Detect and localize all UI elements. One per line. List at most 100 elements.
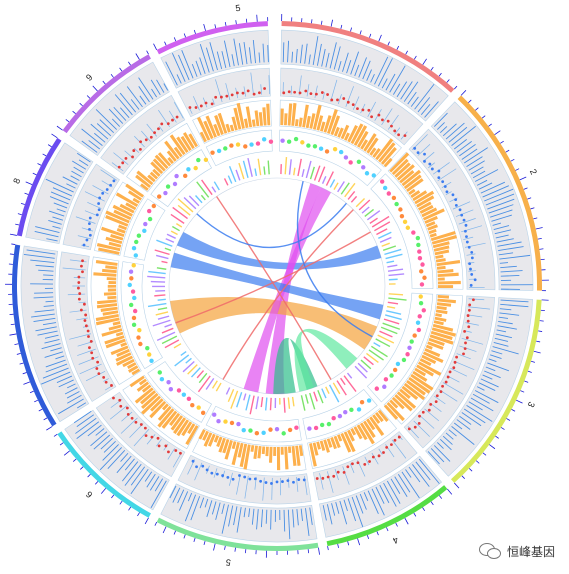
histogram-bar [351,496,364,528]
bar-mark [125,183,144,198]
bar-mark [108,280,117,285]
histogram-bar [463,408,486,424]
bar-mark [309,113,316,129]
bar-mark [320,121,326,132]
histogram-bar [87,424,102,437]
tile-mark [147,275,166,279]
dot-mark [186,396,192,401]
scatter-point [84,324,88,328]
tick-mark [47,144,52,148]
scatter-point [371,455,375,459]
scatter-point [79,308,83,312]
tile-mark [161,260,168,264]
bar-mark [316,441,321,450]
histogram-bar [327,471,334,493]
dot-mark [151,203,157,209]
scatter-point [287,90,291,94]
histogram-bar [407,91,417,105]
histogram-bar [149,476,160,491]
bar-mark [380,147,397,165]
bar-mark [93,272,117,277]
histogram-bar [322,505,327,521]
histogram-bar [256,509,259,530]
bar-mark [108,241,122,248]
tick-mark [59,442,64,446]
histogram-bar [99,447,123,471]
chromosome-arc [62,54,151,134]
scatter-point [82,243,86,247]
histogram-bar [494,229,512,235]
tick-mark [9,333,17,336]
tick-mark [46,426,53,431]
histogram-bar [439,126,448,133]
tick-mark [224,21,227,27]
scatter-point [125,406,129,410]
histogram-bar [159,126,164,132]
dot-mark [254,431,260,436]
chromosome-label: 6 [84,489,94,500]
dot-mark [174,173,179,179]
histogram-bar [330,79,338,102]
bar-mark [176,136,189,153]
link-line [296,181,373,338]
tile-mark [157,315,170,320]
bar-mark [152,158,166,172]
tick-mark [539,320,544,322]
histogram-bar [130,466,146,486]
bar-mark [105,338,126,349]
histogram-bar [35,226,60,234]
histogram-bar [250,72,254,96]
histogram-bar [420,103,431,115]
histogram-bar [468,270,476,272]
bar-mark [105,265,118,270]
bar-mark [236,102,245,129]
tile-mark [164,323,172,328]
dot-mark [287,427,293,433]
scatter-point [390,124,393,128]
scatter-point [473,278,477,282]
scatter-point [282,91,286,95]
tick-mark [311,19,313,24]
tile-mark [325,171,334,186]
bar-mark [231,441,237,450]
bar-mark [250,444,255,452]
dot-mark [399,213,405,219]
tick-mark [536,340,541,343]
scatter-point [351,462,354,466]
tile-mark [332,382,341,395]
histogram-bar [56,375,73,384]
link-ribbon [243,187,331,393]
scatter-point [418,414,421,418]
histogram-bar [211,501,217,515]
histogram-bar [268,75,270,95]
histogram-bar [456,141,472,153]
scatter-point [407,427,411,431]
histogram-bar [485,193,515,206]
tile-mark [245,394,251,411]
bar-track [93,102,461,471]
histogram-bar [496,238,514,243]
histogram-bar [424,408,440,422]
scatter-point [270,482,273,485]
histogram-bar [299,44,303,64]
tick-mark [404,517,409,525]
bar-mark [323,115,332,133]
tile-mark [366,352,379,363]
histogram-bar [468,401,483,411]
tick-mark [500,427,505,430]
tile-mark [161,335,178,345]
scatter-point [314,92,318,96]
scatter-point [97,372,101,376]
bar-mark [434,249,450,256]
tile-mark [225,387,231,395]
bar-mark [312,442,319,456]
dot-mark [416,327,422,333]
histogram-bar [77,348,96,356]
scatter-point [252,92,256,96]
tile-mark [180,350,187,356]
histogram-bar [453,360,475,371]
histogram-bar [199,57,206,74]
tick-mark [533,350,541,354]
track-band [205,405,302,443]
